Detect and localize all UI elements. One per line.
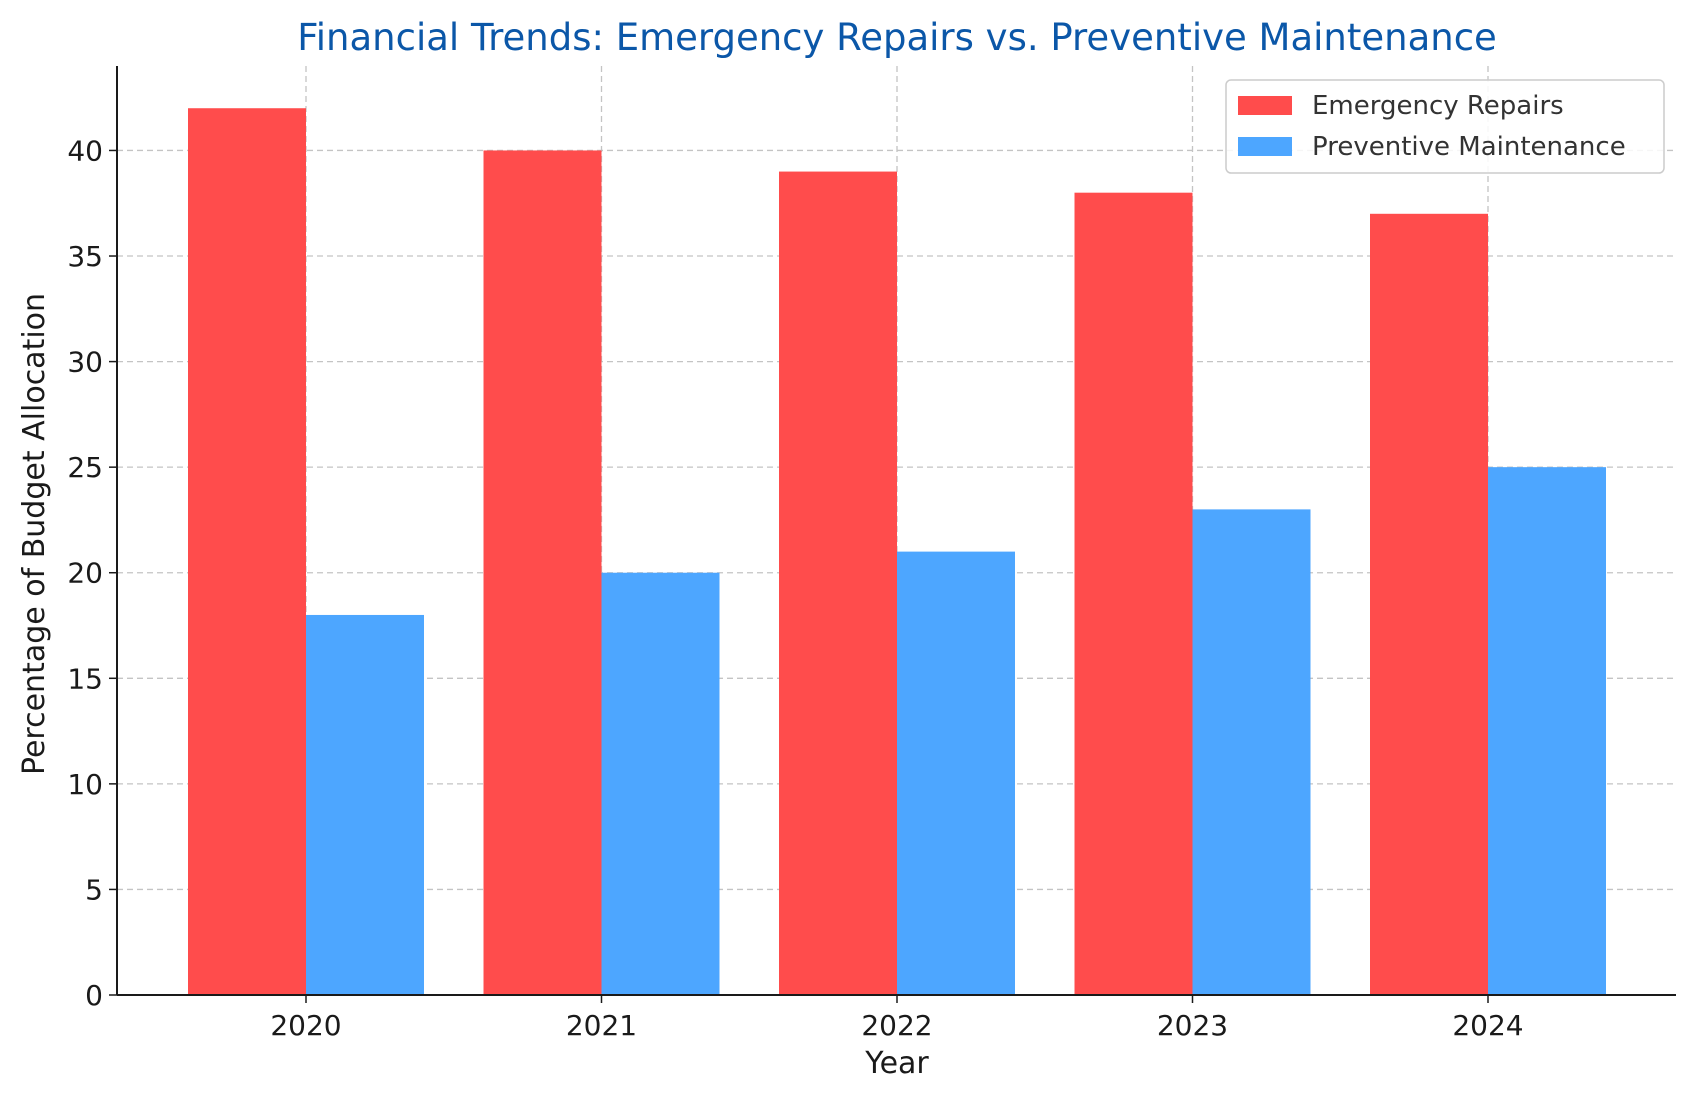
bar-preventive-maintenance	[1488, 467, 1606, 996]
bar-emergency-repairs	[779, 171, 897, 995]
x-tick-label: 2020	[270, 1009, 341, 1042]
x-tick-label: 2023	[1157, 1009, 1228, 1042]
bar-emergency-repairs	[483, 150, 602, 996]
y-tick-label: 5	[85, 873, 103, 906]
bar-preventive-maintenance	[601, 572, 720, 995]
y-tick-label: 15	[67, 662, 103, 695]
y-axis-title: Percentage of Budget Allocation	[17, 293, 52, 775]
x-axis-title: Year	[864, 1046, 929, 1081]
legend: Emergency Repairs Preventive Maintenance	[1225, 79, 1665, 174]
bar-emergency-repairs	[1074, 192, 1193, 995]
y-tick-label: 35	[67, 240, 103, 273]
legend-box	[1225, 79, 1665, 174]
legend-label-preventive-maintenance: Preventive Maintenance	[1312, 132, 1626, 162]
chart-title: Financial Trends: Emergency Repairs vs. …	[297, 16, 1497, 59]
bar-preventive-maintenance	[306, 614, 424, 995]
y-tick-label: 20	[67, 557, 103, 590]
y-ticks: 0 5 10 15 20 25 30 35 40	[67, 134, 117, 1012]
x-ticks: 2020 2021 2022 2023 2024	[270, 995, 1524, 1042]
x-tick-label: 2022	[861, 1009, 932, 1042]
bar-preventive-maintenance	[1192, 509, 1311, 995]
y-tick-label: 40	[67, 134, 103, 167]
x-tick-label: 2021	[566, 1009, 637, 1042]
bar-emergency-repairs	[188, 108, 306, 995]
legend-label-emergency-repairs: Emergency Repairs	[1312, 91, 1564, 121]
legend-swatch-preventive-maintenance	[1238, 137, 1292, 156]
y-tick-label: 30	[67, 346, 103, 379]
x-tick-label: 2024	[1452, 1009, 1523, 1042]
y-tick-label: 25	[67, 451, 103, 484]
bar-preventive-maintenance	[897, 551, 1015, 995]
y-tick-label: 0	[85, 979, 103, 1012]
bar-emergency-repairs	[1370, 213, 1488, 995]
y-tick-label: 10	[67, 768, 103, 801]
bars	[188, 108, 1606, 996]
legend-swatch-emergency-repairs	[1238, 96, 1292, 115]
